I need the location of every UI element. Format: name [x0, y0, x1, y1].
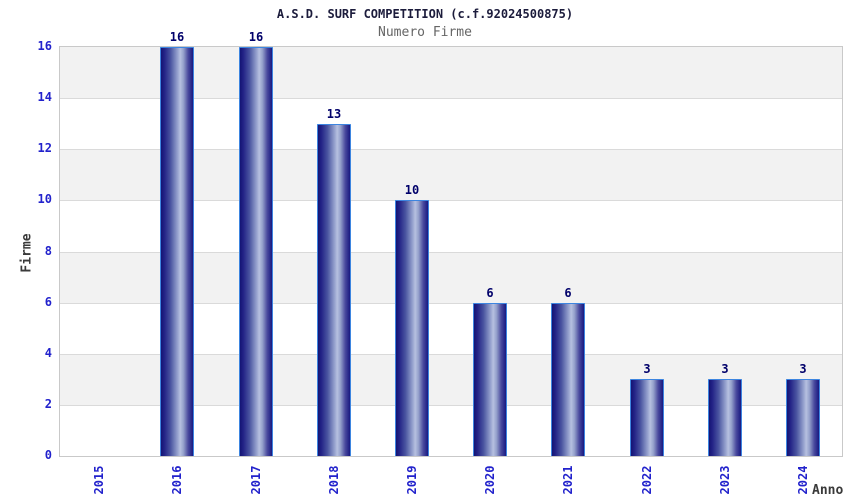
gridline	[60, 303, 842, 304]
y-axis-tick: 6	[44, 294, 52, 309]
gridline	[60, 200, 842, 201]
bar	[708, 379, 742, 456]
x-axis-tick: 2018	[327, 465, 341, 495]
x-axis-tick: 2022	[640, 465, 654, 495]
gridline	[60, 405, 842, 406]
bar-value-label: 3	[721, 362, 729, 376]
x-axis-tick: 2016	[170, 465, 184, 495]
x-axis-tick: 2024	[796, 465, 810, 495]
bar-value-label: 16	[169, 30, 185, 44]
bar-value-label: 3	[799, 362, 807, 376]
bar-value-label: 13	[326, 107, 342, 121]
y-axis-tick: 14	[37, 90, 52, 105]
y-axis-tick: 16	[37, 39, 52, 53]
bar	[395, 200, 429, 456]
bar-value-label: 6	[564, 286, 572, 300]
bar	[786, 379, 820, 456]
x-axis-tick: 2021	[561, 465, 575, 495]
gridline	[60, 252, 842, 253]
bar	[473, 303, 507, 456]
bar-value-label: 3	[643, 362, 651, 376]
bar	[551, 303, 585, 456]
x-axis-tick: 2015	[92, 465, 106, 495]
bar	[317, 124, 351, 456]
gridline	[60, 149, 842, 150]
bar	[239, 47, 273, 456]
bar-value-label: 6	[486, 286, 494, 300]
x-axis-title: Anno	[812, 483, 844, 498]
x-axis-tick: 2017	[249, 465, 263, 495]
gridline	[60, 98, 842, 99]
y-axis-tick: 12	[37, 141, 52, 156]
bar-value-label: 10	[404, 183, 420, 197]
bar	[630, 379, 664, 456]
chart-subtitle: Numero Firme	[378, 25, 472, 40]
chart-title: A.S.D. SURF COMPETITION (c.f.92024500875…	[276, 7, 574, 21]
x-axis-tick: 2023	[718, 465, 732, 495]
y-axis-tick: 8	[44, 243, 52, 258]
x-axis-tick: 2019	[405, 465, 419, 495]
x-axis-tick: 2020	[483, 465, 497, 495]
y-axis-tick: 10	[37, 192, 52, 207]
plot-area: 16 16 13 10 6 6 3 3 3	[59, 30, 843, 457]
y-axis-tick: 2	[44, 396, 52, 411]
bar-value-label: 16	[248, 30, 264, 44]
y-axis-tick: 4	[44, 345, 52, 360]
y-axis-tick: 0	[44, 448, 52, 462]
bar	[160, 47, 194, 456]
gridline	[60, 354, 842, 355]
